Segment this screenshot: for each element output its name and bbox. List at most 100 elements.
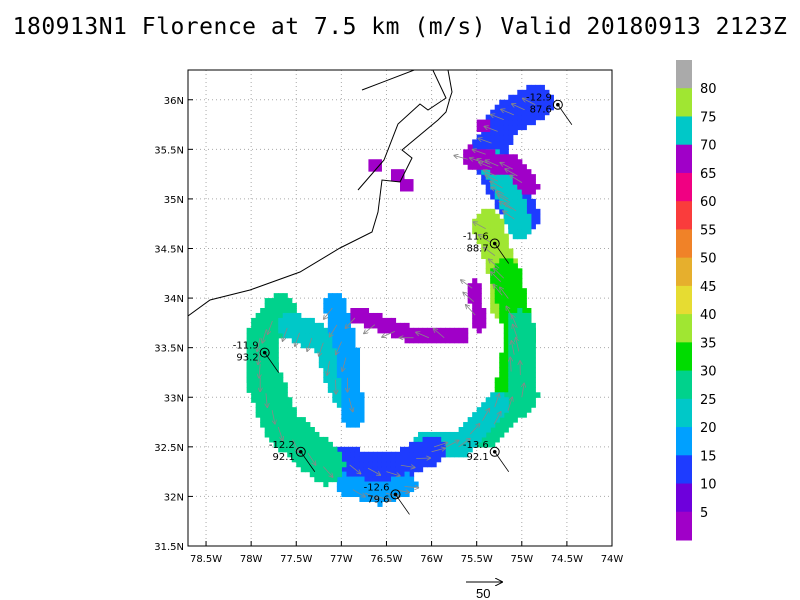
field-cell bbox=[481, 317, 487, 324]
field-cell bbox=[521, 104, 527, 111]
y-tick-label: 32.5N bbox=[154, 443, 184, 454]
field-cell bbox=[494, 377, 500, 383]
field-cell bbox=[409, 337, 415, 344]
field-cell bbox=[454, 332, 460, 339]
field-cell bbox=[508, 263, 514, 269]
field-cell bbox=[503, 377, 509, 383]
field-cell bbox=[530, 174, 536, 180]
field-cell bbox=[327, 312, 333, 319]
field-cell bbox=[413, 446, 419, 453]
field-cell bbox=[449, 332, 455, 339]
field-cell bbox=[521, 189, 527, 195]
x-tick-label: 77.5W bbox=[280, 554, 312, 565]
field-cell bbox=[264, 427, 270, 433]
field-cell bbox=[431, 456, 437, 463]
field-cell bbox=[431, 451, 437, 458]
field-cell bbox=[350, 332, 356, 339]
field-cell bbox=[503, 362, 509, 369]
field-cell bbox=[350, 476, 356, 483]
field-cell bbox=[264, 308, 270, 314]
field-cell bbox=[467, 417, 473, 423]
field-cell bbox=[530, 387, 536, 393]
field-cell bbox=[255, 322, 261, 329]
field-cell bbox=[526, 109, 532, 116]
field-cell bbox=[508, 258, 514, 264]
x-axis: 78.5W 78W 77.5W 77W 76.5W 76W 75.5W 75W 74.5W 74W bbox=[190, 541, 623, 565]
field-cell bbox=[336, 377, 342, 383]
field-cell bbox=[332, 303, 338, 309]
field-cell bbox=[526, 203, 532, 210]
field-cell bbox=[485, 268, 491, 274]
field-cell bbox=[440, 332, 446, 339]
field-cell bbox=[472, 322, 478, 329]
field-cell bbox=[539, 99, 545, 106]
field-cell bbox=[269, 362, 275, 369]
field-cell bbox=[526, 312, 532, 319]
field-cell bbox=[526, 322, 532, 329]
field-cell bbox=[521, 164, 527, 170]
field-cell bbox=[431, 441, 437, 448]
field-cell bbox=[345, 357, 351, 364]
field-cell bbox=[309, 441, 315, 448]
field-cell bbox=[350, 417, 356, 423]
field-cell bbox=[503, 288, 509, 294]
field-cell bbox=[269, 317, 275, 324]
field-cell bbox=[539, 104, 545, 111]
wind-vector bbox=[463, 292, 474, 302]
field-cell bbox=[246, 352, 252, 359]
field-cell bbox=[372, 471, 379, 478]
field-cell bbox=[418, 466, 424, 473]
field-cell bbox=[440, 436, 446, 443]
wind-vector bbox=[478, 235, 491, 243]
field-cell bbox=[521, 367, 527, 374]
field-cell bbox=[535, 109, 541, 116]
field-cell bbox=[386, 327, 392, 334]
field-cell bbox=[508, 159, 514, 165]
field-cell bbox=[526, 317, 532, 324]
field-cell bbox=[287, 412, 293, 418]
field-cell bbox=[449, 431, 455, 438]
field-cell bbox=[260, 327, 266, 334]
field-cell bbox=[512, 268, 518, 274]
field-cell bbox=[490, 124, 496, 131]
field-cell bbox=[273, 412, 279, 418]
field-cell bbox=[354, 476, 361, 483]
field-cell bbox=[341, 342, 347, 349]
field-cell bbox=[255, 402, 261, 408]
field-cell bbox=[354, 491, 361, 498]
field-cell bbox=[377, 461, 383, 468]
field-cell bbox=[517, 382, 523, 388]
field-cell bbox=[318, 342, 324, 349]
field-cell bbox=[530, 208, 536, 215]
reference-vector-label: 50 bbox=[476, 586, 490, 600]
field-cell bbox=[409, 486, 415, 493]
field-cell bbox=[517, 283, 523, 289]
field-cell bbox=[354, 456, 361, 463]
field-cell bbox=[499, 417, 505, 423]
field-cell bbox=[458, 431, 464, 438]
field-cell bbox=[246, 372, 252, 379]
x-tick-label: 74.5W bbox=[551, 554, 583, 565]
field-cell bbox=[517, 377, 523, 383]
field-cell bbox=[278, 312, 284, 319]
field-cell bbox=[269, 407, 275, 413]
field-cell bbox=[300, 317, 306, 324]
field-cell bbox=[485, 223, 491, 230]
x-tick-label: 78W bbox=[240, 554, 263, 565]
field-cell bbox=[427, 337, 433, 344]
field-cell bbox=[418, 456, 424, 463]
field-cell bbox=[251, 347, 257, 354]
field-cell bbox=[422, 446, 428, 453]
field-cell bbox=[341, 317, 347, 324]
wind-vector bbox=[522, 383, 524, 398]
field-cell bbox=[508, 114, 514, 121]
field-cell bbox=[413, 436, 419, 443]
field-cell bbox=[526, 184, 532, 190]
field-cell bbox=[517, 218, 523, 225]
field-cell bbox=[418, 441, 424, 448]
field-cell bbox=[278, 422, 284, 428]
wind-vector bbox=[377, 496, 390, 500]
field-cell bbox=[381, 471, 388, 478]
field-cell bbox=[336, 322, 342, 329]
field-cell bbox=[332, 308, 338, 314]
